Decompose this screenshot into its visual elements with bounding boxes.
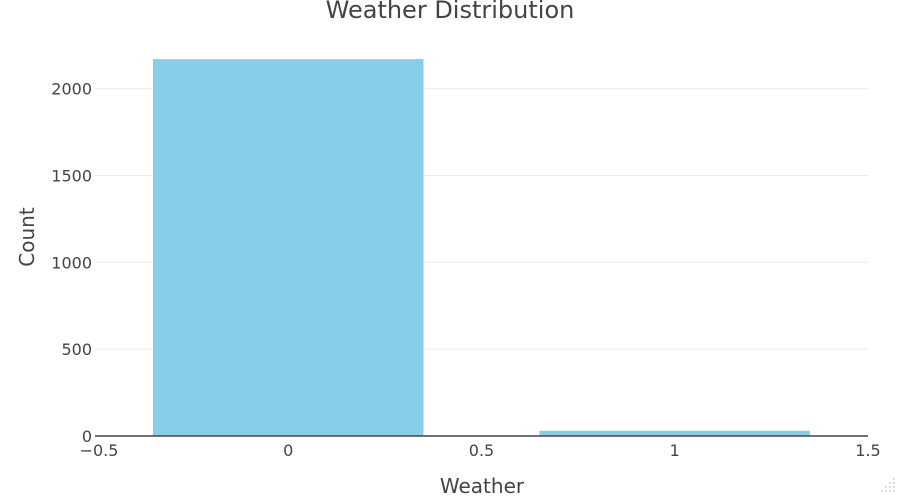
y-tick-label: 500 [61,340,92,359]
bars [152,59,811,437]
x-tick-labels: −0.5 0 0.5 1 1.5 [80,441,881,460]
resize-dot [893,478,895,480]
bar-0[interactable] [152,59,424,437]
chart-title: Weather Distribution [326,0,575,24]
x-tick-label: 1 [670,441,680,460]
resize-dot [889,482,891,484]
y-tick-label: 1500 [51,166,92,185]
x-tick-label: −0.5 [80,441,119,460]
resize-dot [893,486,895,488]
resize-dot [885,490,887,492]
y-axis-title: Count [15,207,39,267]
y-tick-label: 1000 [51,253,92,272]
resize-dot [881,490,883,492]
x-axis-title: Weather [440,474,525,497]
bar-1[interactable] [539,430,811,436]
resize-dot [889,486,891,488]
y-tick-label: 2000 [51,80,92,99]
resize-dot [885,486,887,488]
y-tick-label: 0 [82,427,92,446]
x-tick-label: 0.5 [469,441,494,460]
resize-handle-icon[interactable] [881,478,895,492]
resize-dot [889,490,891,492]
x-tick-label: 0 [283,441,293,460]
resize-dot [893,490,895,492]
y-tick-labels: 0 500 1000 1500 2000 [51,80,92,446]
x-tick-label: 1.5 [855,441,880,460]
resize-dot [893,482,895,484]
